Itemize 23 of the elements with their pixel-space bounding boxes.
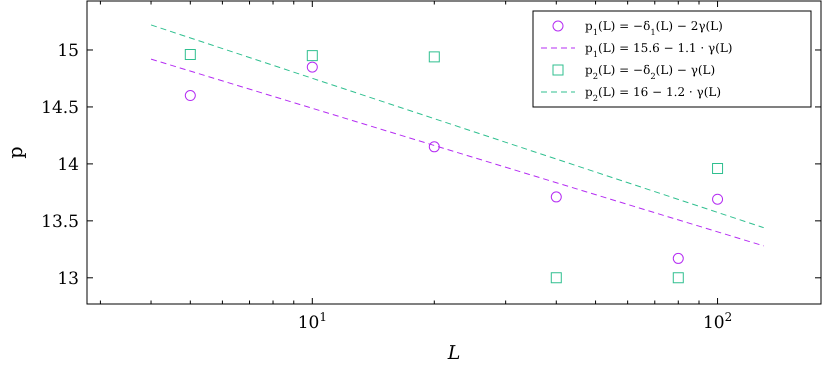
y-tick-label: 14.5	[41, 98, 79, 118]
y-tick-label: 13	[57, 268, 79, 289]
point	[306, 62, 318, 73]
y-tick-label: 14	[57, 154, 79, 175]
point	[306, 50, 318, 62]
point	[428, 141, 440, 152]
point	[550, 272, 562, 284]
x-tick-label: 10$^{2}$	[702, 310, 732, 333]
point	[428, 51, 440, 62]
y-tick-label: 15	[57, 40, 79, 61]
x-tick-label: 10$^{1}$	[298, 310, 327, 333]
point	[550, 191, 562, 202]
legend-label: p$_{2}$(L) = −δ$_{2}$(L) − γ(L)	[585, 63, 716, 81]
point	[672, 272, 684, 284]
point	[184, 90, 196, 102]
y-tick-label: 13.5	[41, 212, 79, 232]
legend-label: p$_{1}$(L) = −δ$_{1}$(L) − 2γ(L)	[585, 19, 723, 37]
x-axis-title: L	[446, 342, 460, 364]
y-axis-title: p	[5, 146, 27, 159]
legend-label: p$_{2}$(L) = 16 − 1.2 · γ(L)	[585, 85, 722, 103]
legend-label: p$_{1}$(L) = 15.6 − 1.1 · γ(L)	[585, 41, 732, 59]
point	[184, 49, 196, 60]
point	[672, 252, 684, 264]
